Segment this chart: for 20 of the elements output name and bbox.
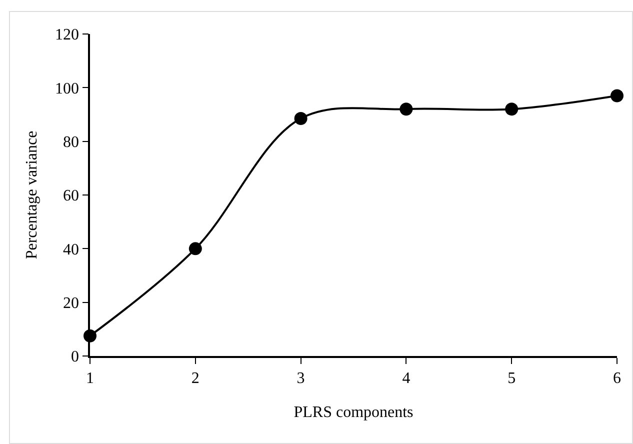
x-tick-label: 3: [296, 370, 305, 387]
x-tick-label: 5: [508, 370, 516, 387]
x-tick-label: 2: [191, 370, 200, 387]
x-tick-label: 6: [613, 370, 621, 387]
y-tick-label: 60: [63, 188, 80, 205]
point: [188, 242, 202, 256]
y-tick-label: 40: [63, 241, 80, 258]
y-axis-title: Percentage variance: [23, 130, 40, 260]
y-tick-label: 20: [63, 294, 80, 312]
x-axis-title: PLRS components: [294, 404, 414, 422]
y-tick-label: 80: [63, 134, 80, 151]
y-tick-label: 100: [55, 80, 80, 98]
point: [294, 112, 308, 126]
point: [505, 102, 518, 116]
y-tick-label: 120: [55, 26, 80, 44]
point: [400, 102, 413, 116]
point: [610, 89, 624, 102]
y-tick-label: 0: [71, 348, 80, 366]
x-tick-label: 4: [402, 370, 410, 387]
x-tick-label: 1: [86, 370, 94, 387]
